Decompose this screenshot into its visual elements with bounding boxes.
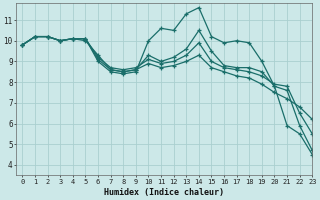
X-axis label: Humidex (Indice chaleur): Humidex (Indice chaleur): [104, 188, 224, 197]
